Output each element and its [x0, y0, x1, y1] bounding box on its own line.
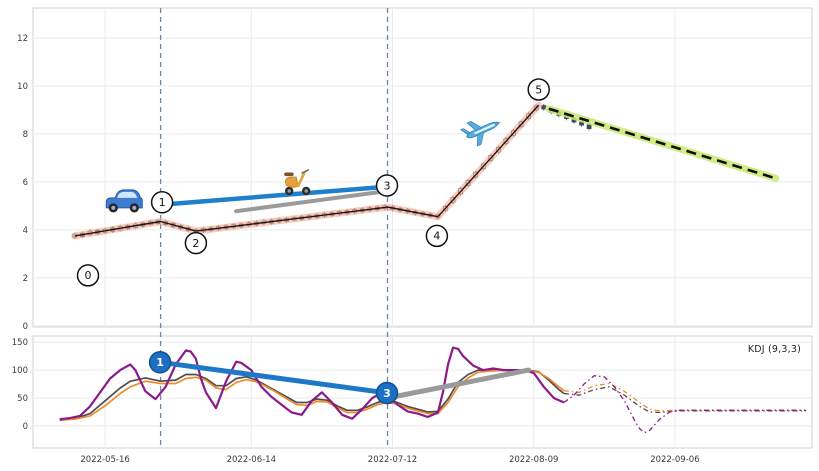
svg-text:2022-06-14: 2022-06-14 — [227, 455, 276, 465]
kdj-indicator-label: KDJ (9,3,3) — [747, 344, 801, 355]
svg-text:0: 0 — [23, 322, 28, 332]
price-marker-0: 0 — [76, 264, 100, 287]
svg-text:2022-05-16: 2022-05-16 — [80, 455, 129, 465]
price-gray-trendline — [234, 189, 390, 214]
svg-text:1: 1 — [159, 196, 166, 209]
price-marker-5: 5 — [527, 78, 550, 101]
svg-text:1: 1 — [156, 356, 164, 369]
kdj-marker-1: 1 — [148, 351, 172, 374]
svg-text:150: 150 — [12, 338, 28, 348]
price-blue-trendline — [158, 184, 390, 207]
price-marker-1: 1 — [150, 191, 174, 214]
svg-text:2022-08-09: 2022-08-09 — [509, 455, 558, 465]
forecast-dashed-line — [548, 107, 777, 180]
y-axis-price-labels: 0 2 4 6 8 10 12 — [17, 34, 28, 332]
svg-text:0: 0 — [85, 269, 92, 282]
trend-line — [74, 104, 540, 237]
svg-text:6: 6 — [23, 178, 28, 188]
price-marker-2: 2 — [184, 231, 208, 255]
kdj-gray-trendline — [385, 367, 532, 401]
scooter-icon — [284, 169, 311, 196]
kdj-j-line — [59, 346, 565, 421]
svg-text:0: 0 — [23, 422, 28, 432]
x-axis-date-labels: 2022-05-16 2022-06-14 2022-07-12 2022-08-09… — [80, 455, 699, 465]
svg-text:5: 5 — [535, 83, 542, 96]
svg-text:12: 12 — [17, 34, 28, 44]
svg-text:10: 10 — [17, 82, 28, 92]
price-panel — [32, 7, 813, 328]
svg-text:2022-09-06: 2022-09-06 — [650, 455, 699, 465]
svg-text:4: 4 — [433, 230, 440, 243]
svg-text:4: 4 — [23, 226, 28, 236]
svg-text:100: 100 — [12, 366, 28, 376]
price-marker-3: 3 — [375, 174, 399, 197]
svg-text:2: 2 — [23, 274, 28, 284]
plane-icon — [460, 120, 500, 147]
y-axis-kdj-labels: 0 50 100 150 — [12, 338, 28, 432]
svg-text:2: 2 — [192, 237, 199, 250]
svg-text:3: 3 — [384, 179, 391, 192]
kdj-blue-trendline — [158, 359, 390, 396]
svg-text:3: 3 — [383, 387, 391, 400]
car-icon — [105, 189, 143, 213]
svg-text:50: 50 — [17, 394, 28, 404]
svg-text:8: 8 — [23, 130, 28, 140]
kdj-marker-3: 3 — [375, 381, 399, 405]
kdj-d-line — [59, 369, 565, 421]
price-marker-4: 4 — [425, 224, 449, 248]
kdj-j-forecast — [563, 375, 806, 434]
svg-text:2022-07-12: 2022-07-12 — [368, 455, 417, 465]
